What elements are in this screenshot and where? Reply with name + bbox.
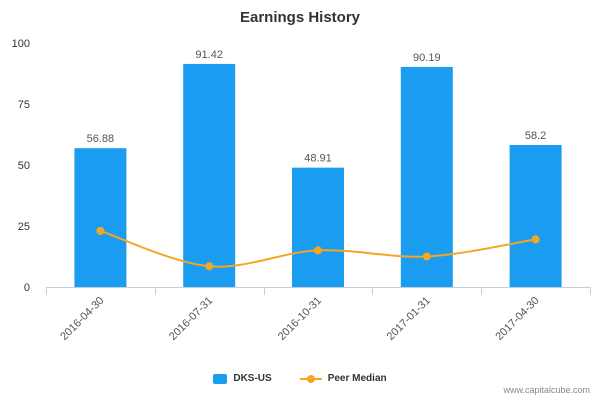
x-tick-label: 2016-04-30 [58, 295, 106, 343]
legend: DKS-US Peer Median [0, 373, 600, 384]
y-tick-label: 25 [18, 221, 30, 233]
data-label: 58.2 [525, 130, 546, 142]
peer-median-point [314, 246, 322, 255]
y-tick-label: 100 [12, 38, 30, 50]
y-tick-label: 50 [18, 160, 30, 172]
data-labels: 56.88 91.42 48.91 90.19 58.2 [87, 49, 547, 165]
peer-median-point [205, 262, 214, 271]
line-series [96, 226, 540, 271]
data-label: 91.42 [195, 49, 223, 61]
legend-label-bar: DKS-US [233, 373, 272, 384]
x-tick-label: 2016-10-31 [276, 295, 324, 343]
x-tick-label: 2017-01-31 [385, 295, 433, 343]
legend-item-bar[interactable]: DKS-US [213, 373, 272, 384]
x-tick-label: 2016-07-31 [167, 295, 215, 343]
peer-median-point [531, 235, 540, 244]
peer-median-point [96, 226, 105, 235]
legend-bar-swatch [213, 373, 228, 384]
bar-series [74, 63, 562, 288]
x-tick-label: 2017-04-30 [493, 295, 541, 343]
legend-line-swatch [299, 374, 322, 384]
y-tick-label: 0 [24, 282, 30, 294]
bar [292, 167, 344, 287]
bar [509, 144, 562, 287]
legend-label-line: Peer Median [327, 373, 387, 384]
peer-median-point [422, 252, 431, 261]
bar [74, 148, 127, 287]
bar [183, 63, 236, 288]
watermark: www.capitalcube.com [503, 385, 590, 395]
legend-item-line[interactable]: Peer Median [299, 373, 387, 384]
data-label: 90.19 [413, 52, 441, 64]
data-label: 48.91 [304, 153, 332, 165]
chart-title: Earnings History [240, 9, 361, 26]
y-tick-label: 75 [18, 99, 30, 111]
bar [400, 66, 453, 287]
data-label: 56.88 [87, 133, 115, 145]
